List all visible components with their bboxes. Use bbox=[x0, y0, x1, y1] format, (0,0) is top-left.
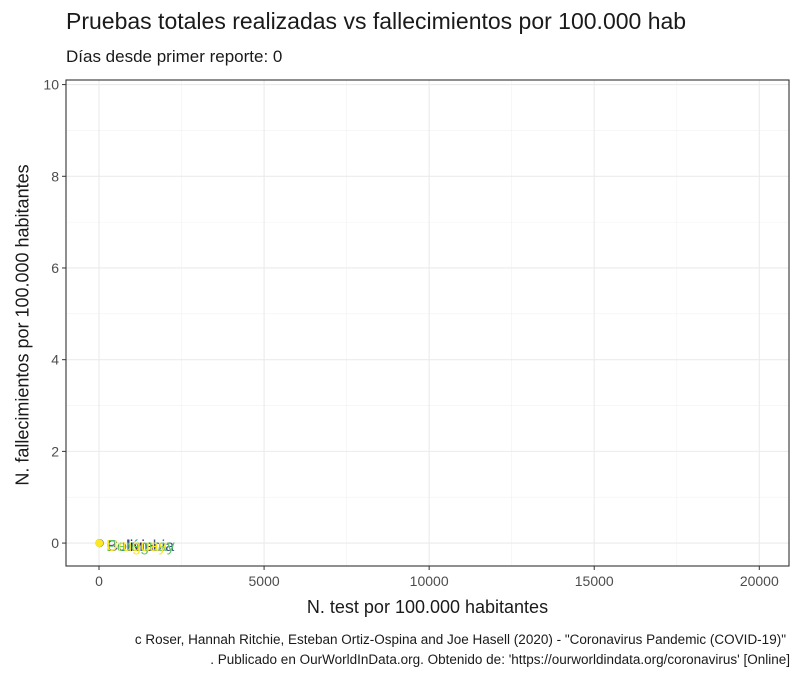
data-label-colombia: Colombia bbox=[107, 538, 175, 555]
y-axis-label: N. fallecimientos por 100.000 habitantes bbox=[12, 164, 33, 486]
y-tick-label: 0 bbox=[51, 535, 59, 551]
source-caption-line-2: . Publicado en OurWorldInData.org. Obten… bbox=[210, 652, 790, 667]
chart-subtitle: Días desde primer reporte: 0 bbox=[66, 47, 283, 66]
x-tick-label: 10000 bbox=[410, 573, 449, 589]
chart-title: Pruebas totales realizadas vs fallecimie… bbox=[66, 8, 687, 34]
data-label-paraguay: Paraguay bbox=[106, 538, 174, 555]
source-caption-line-1: c Roser, Hannah Ritchie, Esteban Ortiz-O… bbox=[134, 632, 786, 647]
x-tick-label: 0 bbox=[95, 573, 103, 589]
y-tick-label: 8 bbox=[51, 168, 59, 184]
y-tick-label: 4 bbox=[51, 352, 59, 368]
data-label-uruguay: Uruguay bbox=[106, 538, 166, 555]
y-tick-label: 10 bbox=[43, 77, 59, 93]
data-label-perú: Perú bbox=[106, 538, 140, 555]
data-point-uruguay bbox=[95, 539, 104, 548]
x-tick-label: 5000 bbox=[249, 573, 280, 589]
plot-background bbox=[66, 80, 789, 566]
y-tick-label: 2 bbox=[51, 443, 59, 459]
x-tick-label: 20000 bbox=[740, 573, 779, 589]
y-tick-label: 6 bbox=[51, 260, 59, 276]
x-axis-label: N. test por 100.000 habitantes bbox=[306, 597, 549, 617]
x-tick-label: 15000 bbox=[575, 573, 614, 589]
data-label-bolivia: Bolivia bbox=[107, 538, 154, 555]
plot-border bbox=[65, 79, 790, 567]
